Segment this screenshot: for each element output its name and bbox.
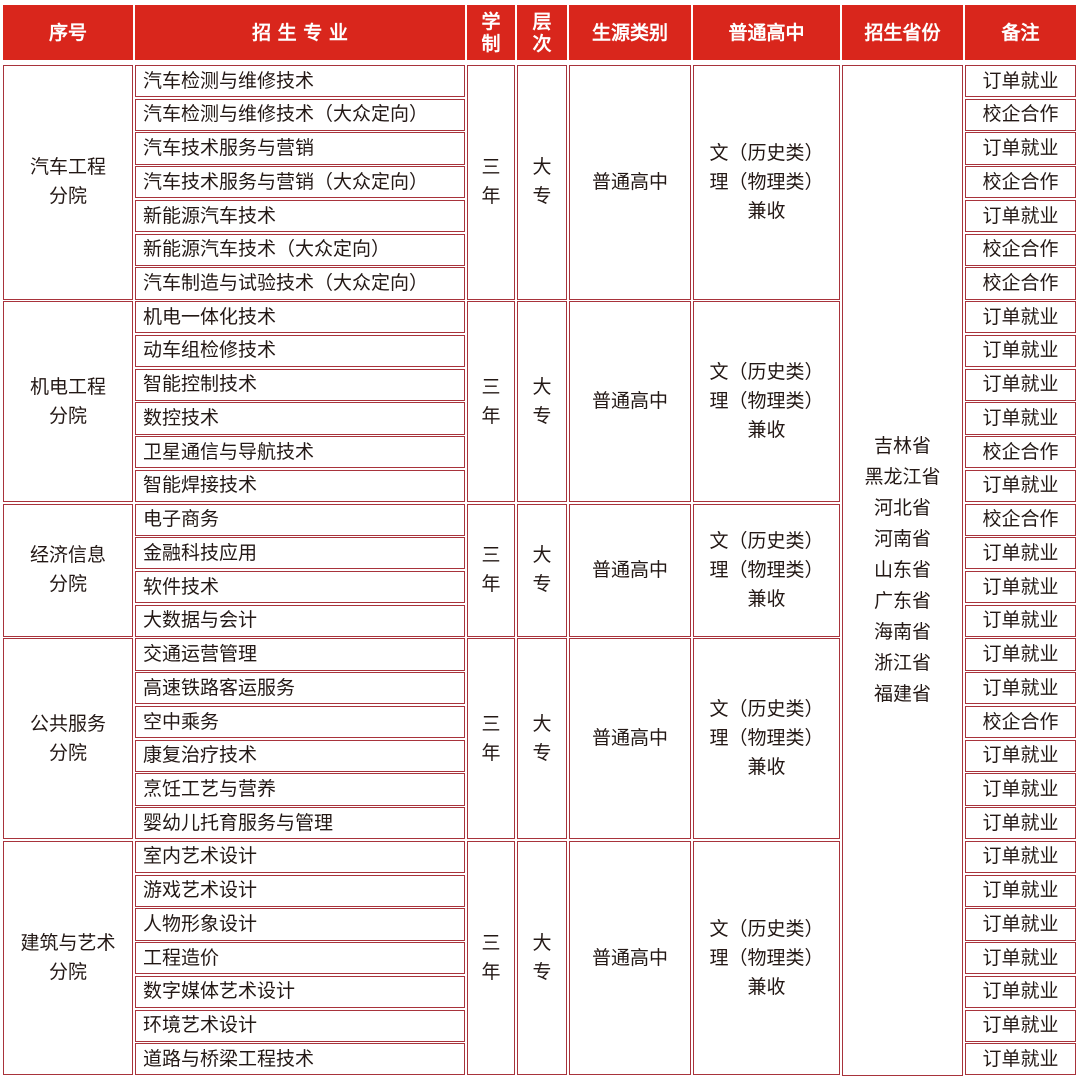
duration: 三 年	[467, 503, 515, 637]
major-note: 订单就业	[965, 334, 1076, 368]
major-name: 汽车检测与维修技术	[135, 65, 465, 98]
major-name: 人物形象设计	[135, 908, 465, 941]
major-name: 数控技术	[135, 402, 465, 435]
enrollment-provinces: 吉林省 黑龙江省 河北省 河南省 山东省 广东省 海南省 浙江省 福建省	[842, 65, 963, 1076]
header-index: 序号	[3, 5, 133, 60]
major-note: 订单就业	[965, 942, 1076, 975]
major-note: 订单就业	[965, 604, 1076, 637]
duration: 三 年	[467, 638, 515, 840]
subject-track: 文（历史类） 理（物理类） 兼收	[693, 503, 840, 637]
major-note: 订单就业	[965, 739, 1076, 772]
header-province: 招生省份	[842, 5, 963, 60]
major-note: 订单就业	[965, 975, 1076, 1009]
major-name: 大数据与会计	[135, 604, 465, 637]
duration: 三 年	[467, 840, 515, 1076]
level: 大 专	[517, 301, 567, 503]
major-note: 订单就业	[965, 1009, 1076, 1042]
major-note: 订单就业	[965, 368, 1076, 401]
major-note: 订单就业	[965, 132, 1076, 165]
level: 大 专	[517, 638, 567, 840]
major-note: 校企合作	[965, 98, 1076, 131]
major-name: 智能控制技术	[135, 368, 465, 401]
department-name: 汽车工程 分院	[3, 65, 133, 300]
header-note: 备注	[965, 5, 1076, 60]
major-note: 订单就业	[965, 301, 1076, 334]
major-name: 高速铁路客运服务	[135, 672, 465, 705]
major-name: 汽车检测与维修技术（大众定向）	[135, 98, 465, 131]
major-name: 婴幼儿托育服务与管理	[135, 807, 465, 840]
source-category: 普通高中	[569, 840, 691, 1076]
major-name: 新能源汽车技术	[135, 199, 465, 233]
source-category: 普通高中	[569, 65, 691, 300]
level: 大 专	[517, 840, 567, 1076]
major-note: 订单就业	[965, 807, 1076, 840]
subject-track: 文（历史类） 理（物理类） 兼收	[693, 301, 840, 503]
major-note: 订单就业	[965, 65, 1076, 98]
department-name: 经济信息 分院	[3, 503, 133, 637]
major-note: 订单就业	[965, 638, 1076, 671]
major-name: 环境艺术设计	[135, 1009, 465, 1042]
header-level: 层 次	[517, 5, 567, 60]
major-name: 卫星通信与导航技术	[135, 436, 465, 469]
major-note: 订单就业	[965, 402, 1076, 435]
major-name: 游戏艺术设计	[135, 874, 465, 907]
major-name: 智能焊接技术	[135, 469, 465, 503]
major-name: 电子商务	[135, 503, 465, 536]
major-name: 金融科技应用	[135, 537, 465, 570]
header-source: 生源类别	[569, 5, 691, 60]
major-note: 订单就业	[965, 469, 1076, 503]
major-name: 室内艺术设计	[135, 840, 465, 874]
major-note: 校企合作	[965, 436, 1076, 469]
subject-track: 文（历史类） 理（物理类） 兼收	[693, 638, 840, 840]
major-note: 订单就业	[965, 571, 1076, 604]
major-name: 空中乘务	[135, 705, 465, 739]
header-major: 招 生 专 业	[135, 5, 465, 60]
duration: 三 年	[467, 301, 515, 503]
major-name: 康复治疗技术	[135, 739, 465, 772]
header-high-school: 普通高中	[693, 5, 840, 60]
subject-track: 文（历史类） 理（物理类） 兼收	[693, 65, 840, 300]
department-name: 公共服务 分院	[3, 638, 133, 840]
major-note: 订单就业	[965, 199, 1076, 233]
level: 大 专	[517, 503, 567, 637]
major-note: 订单就业	[965, 537, 1076, 570]
subject-track: 文（历史类） 理（物理类） 兼收	[693, 840, 840, 1076]
department-name: 建筑与艺术 分院	[3, 840, 133, 1076]
major-note: 校企合作	[965, 705, 1076, 739]
major-note: 订单就业	[965, 840, 1076, 874]
source-category: 普通高中	[569, 638, 691, 840]
source-category: 普通高中	[569, 301, 691, 503]
major-name: 道路与桥梁工程技术	[135, 1043, 465, 1076]
major-note: 订单就业	[965, 908, 1076, 941]
major-name: 汽车制造与试验技术（大众定向）	[135, 267, 465, 300]
department-name: 机电工程 分院	[3, 301, 133, 503]
major-name: 动车组检修技术	[135, 334, 465, 368]
major-name: 机电一体化技术	[135, 301, 465, 334]
major-name: 烹饪工艺与营养	[135, 773, 465, 806]
major-note: 订单就业	[965, 773, 1076, 806]
major-name: 数字媒体艺术设计	[135, 975, 465, 1009]
major-name: 新能源汽车技术（大众定向）	[135, 233, 465, 266]
major-note: 订单就业	[965, 874, 1076, 907]
major-note: 校企合作	[965, 503, 1076, 536]
major-note: 订单就业	[965, 672, 1076, 705]
major-note: 订单就业	[965, 1043, 1076, 1076]
major-note: 校企合作	[965, 233, 1076, 266]
major-name: 汽车技术服务与营销	[135, 132, 465, 165]
major-name: 软件技术	[135, 571, 465, 604]
duration: 三 年	[467, 65, 515, 300]
major-note: 校企合作	[965, 267, 1076, 300]
major-name: 交通运营管理	[135, 638, 465, 671]
header-duration: 学 制	[467, 5, 515, 60]
source-category: 普通高中	[569, 503, 691, 637]
major-note: 校企合作	[965, 166, 1076, 199]
major-name: 汽车技术服务与营销（大众定向）	[135, 166, 465, 199]
level: 大 专	[517, 65, 567, 300]
major-name: 工程造价	[135, 942, 465, 975]
